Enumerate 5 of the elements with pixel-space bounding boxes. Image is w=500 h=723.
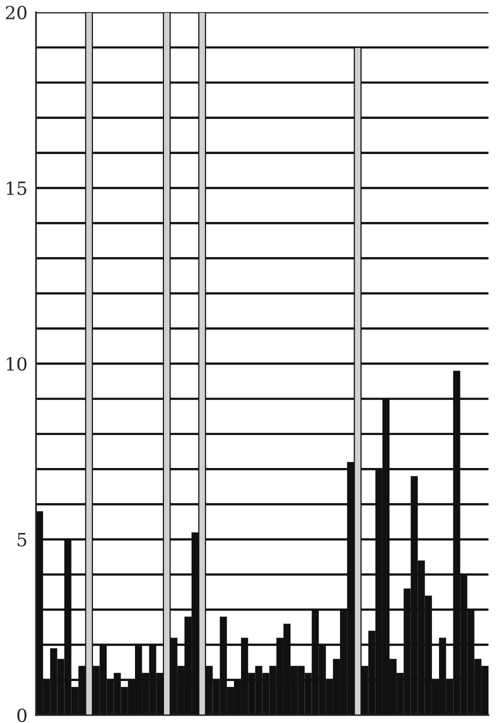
y-tick-label: 10 <box>6 357 26 371</box>
y-tick-label: 5 <box>18 533 26 546</box>
y-tick-label: 15 <box>6 181 26 196</box>
y-tick-label: 0 <box>17 708 26 722</box>
y-tick-label: 20 <box>6 6 26 20</box>
